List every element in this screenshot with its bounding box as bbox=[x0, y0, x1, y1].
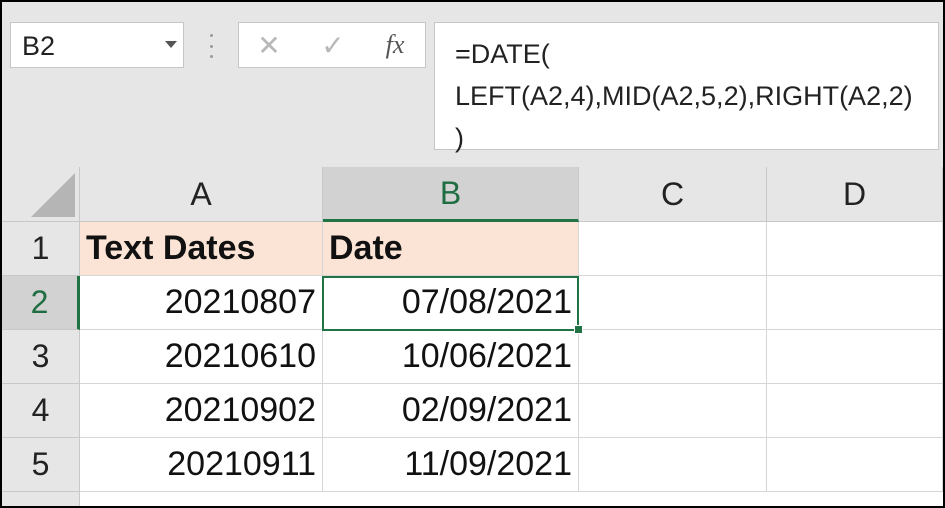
cell-c4[interactable] bbox=[579, 384, 767, 438]
check-icon[interactable]: ✓ bbox=[321, 29, 345, 61]
row-header-4[interactable]: 4 bbox=[2, 384, 80, 438]
cell-d3[interactable] bbox=[767, 330, 943, 384]
dot-icon bbox=[209, 55, 213, 58]
select-all-triangle-icon bbox=[31, 173, 75, 217]
cell-a1[interactable]: Text Dates bbox=[80, 222, 323, 276]
cell-b5[interactable]: 11/09/2021 bbox=[323, 438, 579, 492]
formula-line: LEFT(A2,4),MID(A2,5,2),RIGHT(A2,2) bbox=[455, 81, 913, 111]
cancel-icon[interactable]: ✕ bbox=[257, 29, 281, 61]
cell-a5[interactable]: 20210911 bbox=[80, 438, 323, 492]
cell-a2[interactable]: 20210807 bbox=[80, 276, 323, 330]
cell-c3[interactable] bbox=[579, 330, 767, 384]
column-header-a[interactable]: A bbox=[80, 167, 323, 222]
name-box[interactable]: B2 bbox=[10, 22, 184, 68]
cell-b4[interactable]: 02/09/2021 bbox=[323, 384, 579, 438]
cell-a3[interactable]: 20210610 bbox=[80, 330, 323, 384]
row-header-3[interactable]: 3 bbox=[2, 330, 80, 384]
cell-b2[interactable]: 07/08/2021 bbox=[323, 276, 579, 330]
cell-b3[interactable]: 10/06/2021 bbox=[323, 330, 579, 384]
row-header-1[interactable]: 1 bbox=[2, 222, 80, 276]
row-header-5[interactable]: 5 bbox=[2, 438, 80, 492]
cell-b1[interactable]: Date bbox=[323, 222, 579, 276]
fill-handle[interactable] bbox=[574, 325, 583, 334]
column-header-c[interactable]: C bbox=[579, 167, 767, 222]
formula-line: =DATE( bbox=[455, 39, 550, 69]
cell-d2[interactable] bbox=[767, 276, 943, 330]
column-header-b[interactable]: B bbox=[323, 167, 579, 222]
formula-input[interactable]: =DATE( LEFT(A2,4),MID(A2,5,2),RIGHT(A2,2… bbox=[434, 22, 939, 153]
chevron-down-icon[interactable] bbox=[165, 41, 177, 48]
cell-c5[interactable] bbox=[579, 438, 767, 492]
row-header-2[interactable]: 2 bbox=[2, 276, 80, 330]
formula-bar-buttons: ✕ ✓ fx bbox=[238, 22, 426, 68]
formula-line: ) bbox=[455, 123, 464, 153]
dot-icon bbox=[209, 44, 213, 48]
cell-c2[interactable] bbox=[579, 276, 767, 330]
dot-icon bbox=[209, 34, 213, 37]
cell-a4[interactable]: 20210902 bbox=[80, 384, 323, 438]
cell-d4[interactable] bbox=[767, 384, 943, 438]
select-all-button[interactable] bbox=[2, 167, 80, 222]
name-box-value: B2 bbox=[22, 31, 56, 61]
column-header-d[interactable]: D bbox=[767, 167, 943, 222]
row-header-6-partial[interactable] bbox=[2, 492, 80, 506]
cell-c1[interactable] bbox=[579, 222, 767, 276]
cell-d5[interactable] bbox=[767, 438, 943, 492]
worksheet-grid: A B C D 1 Text Dates Date 2 20210807 07/… bbox=[2, 167, 943, 506]
cell-d1[interactable] bbox=[767, 222, 943, 276]
formula-bar-resize-handle[interactable] bbox=[204, 34, 218, 58]
insert-function-icon[interactable]: fx bbox=[385, 30, 405, 59]
